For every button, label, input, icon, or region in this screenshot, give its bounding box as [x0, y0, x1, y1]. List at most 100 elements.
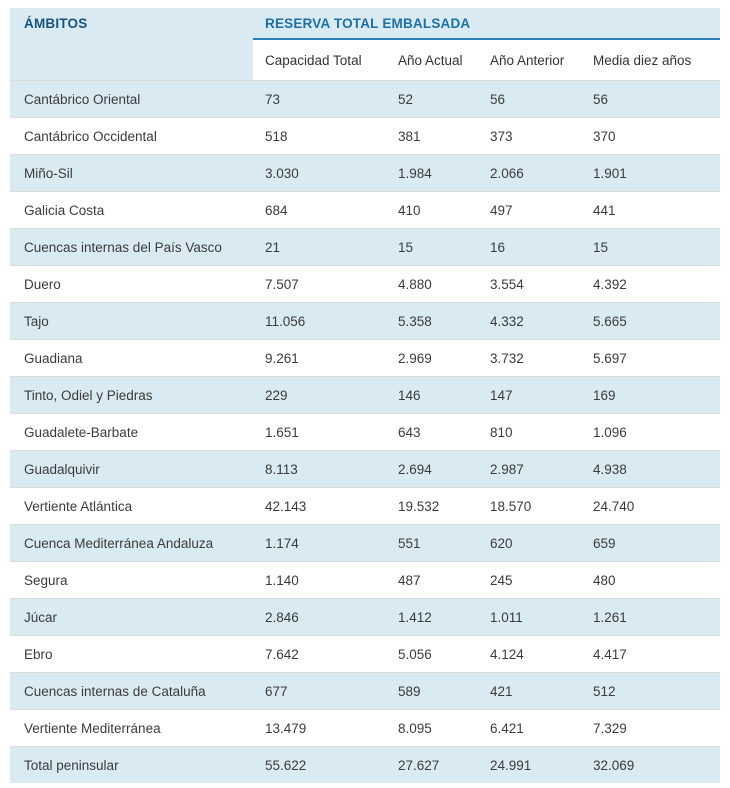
row-value: 21: [265, 239, 281, 255]
column-header-ano-actual: Año Actual: [398, 52, 463, 68]
row-value: 245: [490, 572, 513, 588]
row-value: 24.740: [593, 498, 635, 514]
row-value: 5.665: [593, 313, 627, 329]
row-value: 6.421: [490, 720, 524, 736]
row-label: Cuencas internas de Cataluña: [24, 683, 206, 699]
row-value: 32.069: [593, 757, 635, 773]
row-value: 370: [593, 128, 616, 144]
table-row: Júcar 2.846 1.412 1.011 1.261: [10, 598, 720, 635]
row-value: 147: [490, 387, 513, 403]
row-value: 4.938: [593, 461, 627, 477]
row-value: 441: [593, 202, 616, 218]
row-value: 421: [490, 683, 513, 699]
column-header-ambitos: ÁMBITOS: [10, 8, 253, 80]
row-value: 13.479: [265, 720, 307, 736]
row-value: 24.991: [490, 757, 532, 773]
header-right-section: RESERVA TOTAL EMBALSADA Capacidad Total …: [253, 8, 720, 80]
row-value: 7.507: [265, 276, 299, 292]
row-value: 8.113: [265, 461, 298, 477]
table-row: Tinto, Odiel y Piedras 229 146 147 169: [10, 376, 720, 413]
row-label: Galicia Costa: [24, 202, 105, 218]
row-value: 589: [398, 683, 421, 699]
row-label: Guadalete-Barbate: [24, 424, 139, 440]
row-value: 2.846: [265, 609, 299, 625]
row-value: 512: [593, 683, 616, 699]
row-value: 4.880: [398, 276, 432, 292]
table-row: Guadiana 9.261 2.969 3.732 5.697: [10, 339, 720, 376]
row-value: 19.532: [398, 498, 440, 514]
column-header-capacidad-total: Capacidad Total: [265, 52, 362, 68]
row-label: Cantábrico Oriental: [24, 91, 141, 107]
row-value: 56: [593, 91, 609, 107]
row-value: 52: [398, 91, 414, 107]
row-value: 480: [593, 572, 616, 588]
column-header-media-diez-anos: Media diez años: [593, 52, 692, 68]
row-label: Tajo: [24, 313, 49, 329]
row-label: Segura: [24, 572, 68, 588]
row-label: Vertiente Atlántica: [24, 498, 133, 514]
table-body: Cantábrico Oriental 73 52 56 56 Cantábrico Oc…: [10, 80, 720, 783]
row-label: Cuenca Mediterránea Andaluza: [24, 535, 214, 551]
table-row: Tajo 11.056 5.358 4.332 5.665: [10, 302, 720, 339]
row-label: Duero: [24, 276, 61, 292]
row-value: 5.697: [593, 350, 627, 366]
row-value: 1.984: [398, 165, 432, 181]
table-row: Ebro 7.642 5.056 4.124 4.417: [10, 635, 720, 672]
row-value: 410: [398, 202, 421, 218]
row-value: 15: [593, 239, 609, 255]
row-label: Guadalquivir: [24, 461, 100, 477]
row-value: 677: [265, 683, 288, 699]
row-value: 15: [398, 239, 414, 255]
row-value: 2.969: [398, 350, 432, 366]
row-value: 1.096: [593, 424, 627, 440]
row-label: Cuencas internas del País Vasco: [24, 239, 222, 255]
row-value: 381: [398, 128, 421, 144]
row-value: 1.174: [265, 535, 299, 551]
column-header-ano-anterior: Año Anterior: [490, 52, 565, 68]
row-label: Miño-Sil: [24, 165, 73, 181]
row-value: 2.066: [490, 165, 524, 181]
table-row: Guadalquivir 8.113 2.694 2.987 4.938: [10, 450, 720, 487]
row-value: 1.412: [398, 609, 432, 625]
row-value: 373: [490, 128, 513, 144]
row-label: Vertiente Mediterránea: [24, 720, 161, 736]
row-value: 73: [265, 91, 281, 107]
subheader-row: Capacidad Total Año Actual Año Anterior …: [253, 40, 720, 80]
table-row: Cantábrico Occidental 518 381 373 370: [10, 117, 720, 154]
row-value: 3.030: [265, 165, 299, 181]
table-row: Cuenca Mediterránea Andaluza 1.174 551 620 6…: [10, 524, 720, 561]
row-value: 169: [593, 387, 616, 403]
group-title-divider: [253, 38, 720, 40]
row-value: 16: [490, 239, 506, 255]
table-row: Cuencas internas de Cataluña 677 589 421 512: [10, 672, 720, 709]
row-value: 497: [490, 202, 513, 218]
row-label: Júcar: [24, 609, 58, 625]
table-row: Cantábrico Oriental 73 52 56 56: [10, 80, 720, 117]
row-value: 2.694: [398, 461, 432, 477]
row-label: Total peninsular: [24, 757, 119, 773]
row-value: 7.642: [265, 646, 299, 662]
row-value: 55.622: [265, 757, 307, 773]
reservoir-table: ÁMBITOS RESERVA TOTAL EMBALSADA Capacida…: [10, 8, 720, 783]
row-value: 8.095: [398, 720, 432, 736]
table-row: Guadalete-Barbate 1.651 643 810 1.096: [10, 413, 720, 450]
table-row: Duero 7.507 4.880 3.554 4.392: [10, 265, 720, 302]
row-value: 3.554: [490, 276, 524, 292]
row-label: Ebro: [24, 646, 53, 662]
row-value: 146: [398, 387, 421, 403]
row-label: Guadiana: [24, 350, 83, 366]
table-row: Vertiente Mediterránea 13.479 8.095 6.421 7.…: [10, 709, 720, 746]
row-value: 5.056: [398, 646, 432, 662]
table-row: Total peninsular 55.622 27.627 24.991 32.069: [10, 746, 720, 783]
row-value: 1.261: [593, 609, 627, 625]
row-value: 5.358: [398, 313, 432, 329]
row-label: Cantábrico Occidental: [24, 128, 157, 144]
row-value: 487: [398, 572, 421, 588]
row-value: 4.124: [490, 646, 524, 662]
table-row: Vertiente Atlántica 42.143 19.532 18.570 24.…: [10, 487, 720, 524]
row-value: 810: [490, 424, 513, 440]
row-value: 4.392: [593, 276, 627, 292]
row-value: 1.901: [593, 165, 627, 181]
row-value: 1.140: [265, 572, 299, 588]
